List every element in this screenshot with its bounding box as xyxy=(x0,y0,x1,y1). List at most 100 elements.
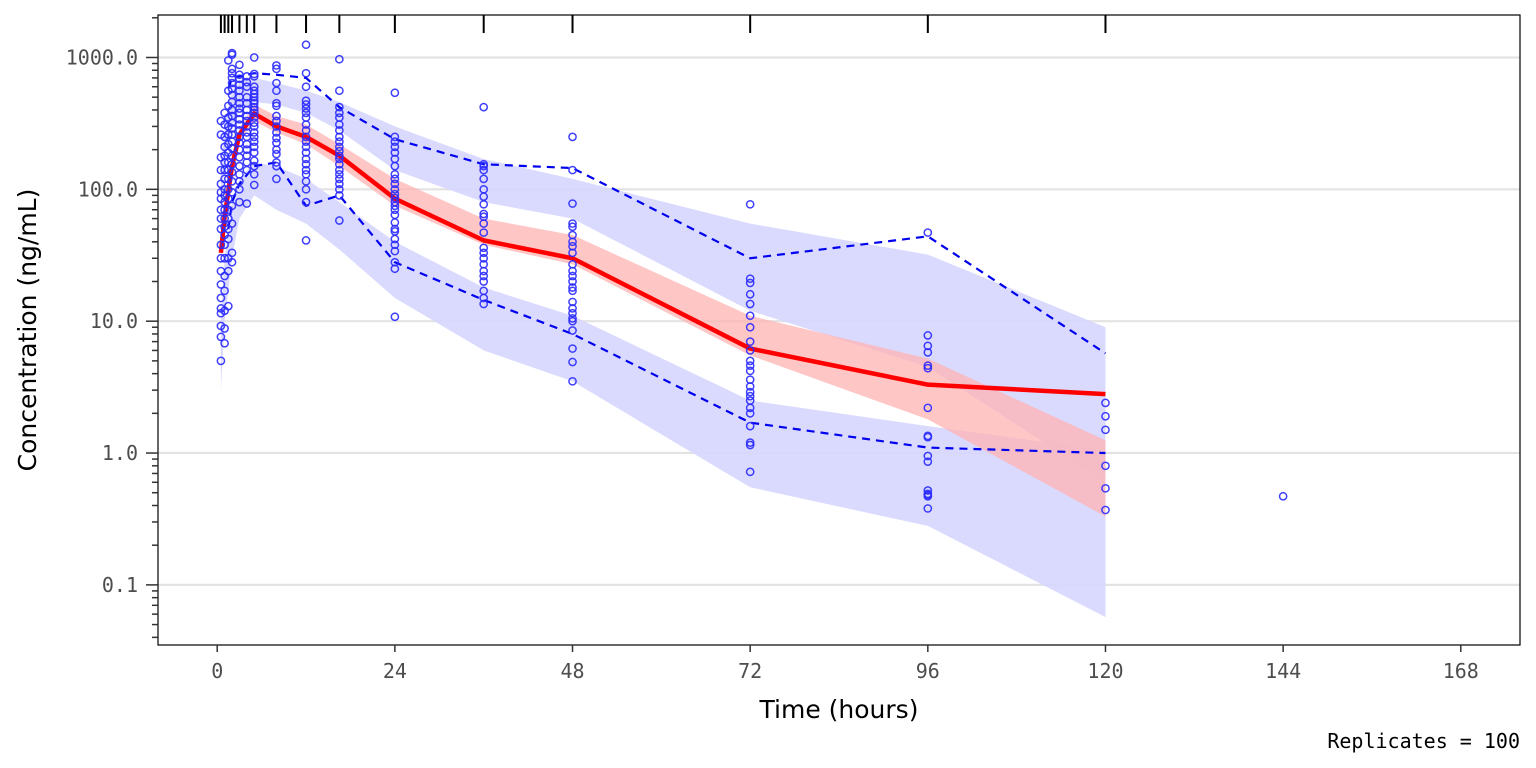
observation-point xyxy=(335,191,344,200)
observation-point xyxy=(479,174,489,184)
y-tick-label: 10.0 xyxy=(90,309,138,333)
observation-point xyxy=(216,280,226,289)
observation-point xyxy=(301,82,311,92)
observation-point xyxy=(1101,505,1110,515)
observation-point xyxy=(272,158,281,167)
observation-point xyxy=(335,184,344,194)
observation-point xyxy=(301,113,311,122)
observation-point xyxy=(235,132,244,142)
observation-point xyxy=(272,98,281,108)
observation-point xyxy=(249,169,259,179)
x-axis-title: Time (hours) xyxy=(759,695,919,724)
observation-points xyxy=(216,40,1288,515)
observation-point xyxy=(923,504,933,513)
observation-point xyxy=(249,96,259,106)
x-tick-label: 96 xyxy=(916,659,940,683)
observation-point xyxy=(335,137,344,146)
observation-point xyxy=(249,53,259,62)
observation-point xyxy=(568,237,577,247)
x-tick-label: 168 xyxy=(1443,659,1479,683)
observation-point xyxy=(223,101,233,111)
observation-point xyxy=(568,219,577,228)
observation-point xyxy=(1101,483,1110,493)
observation-point xyxy=(1101,411,1110,421)
observation-point xyxy=(335,159,344,169)
observation-point xyxy=(216,240,226,250)
observation-point xyxy=(745,322,755,332)
observation-point xyxy=(390,174,400,184)
observation-point xyxy=(272,161,281,171)
observation-point xyxy=(220,205,229,215)
y-tick-label: 1000.0 xyxy=(66,45,138,69)
observation-point xyxy=(923,432,933,442)
y-tick-label: 1.0 xyxy=(102,441,138,465)
p5-line xyxy=(227,161,1106,455)
observation-point xyxy=(335,132,344,142)
observation-point xyxy=(479,271,489,281)
observation-point xyxy=(390,179,400,189)
observation-point xyxy=(390,169,400,179)
observation-point xyxy=(335,174,344,184)
observation-point xyxy=(220,165,229,175)
observation-point xyxy=(923,451,933,461)
median-ci-band xyxy=(220,104,1106,517)
observation-point xyxy=(220,286,229,296)
observation-point xyxy=(335,102,344,112)
observation-point xyxy=(301,142,311,152)
observation-point xyxy=(335,151,344,161)
observation-point xyxy=(390,240,400,250)
observation-point xyxy=(242,165,252,175)
observation-point xyxy=(745,403,755,413)
observation-point xyxy=(216,332,226,342)
observation-point xyxy=(479,199,489,209)
observation-point xyxy=(335,142,344,152)
observation-point xyxy=(479,209,489,219)
observation-point xyxy=(568,199,577,208)
observation-point xyxy=(390,142,400,152)
x-tick-label: 0 xyxy=(211,659,223,683)
observation-point xyxy=(390,210,400,220)
observation-point xyxy=(272,101,281,111)
x-tick-label: 72 xyxy=(738,659,762,683)
observation-point xyxy=(923,403,933,413)
observation-point xyxy=(390,88,400,98)
observation-point xyxy=(235,184,244,194)
observation-point xyxy=(923,228,933,237)
observation-point xyxy=(745,337,755,346)
observation-point xyxy=(390,161,400,171)
observation-point xyxy=(745,199,755,209)
observation-point xyxy=(479,228,489,237)
observation-point xyxy=(272,128,281,137)
observation-point xyxy=(923,361,933,371)
observation-point xyxy=(745,421,755,431)
observation-point xyxy=(249,108,259,118)
observation-point xyxy=(220,214,229,223)
observation-point xyxy=(301,68,311,78)
observation-point xyxy=(568,283,577,292)
observation-point xyxy=(249,161,259,171)
observation-point xyxy=(335,169,344,179)
observation-point xyxy=(301,197,311,207)
x-tick-label: 48 xyxy=(560,659,584,683)
replicates-caption: Replicates = 100 xyxy=(1327,729,1520,753)
observation-point xyxy=(745,440,755,450)
observation-point xyxy=(223,56,233,65)
observation-point xyxy=(301,184,311,194)
observation-point xyxy=(568,344,577,353)
observation-point xyxy=(923,457,933,467)
observation-point xyxy=(216,224,226,234)
observation-point xyxy=(390,246,400,256)
observation-point xyxy=(227,64,237,74)
observation-point xyxy=(249,148,259,157)
observation-point xyxy=(220,108,229,118)
observation-point xyxy=(272,61,281,70)
observation-point xyxy=(235,60,244,70)
observation-point xyxy=(335,120,344,129)
observation-point xyxy=(301,108,311,118)
observation-point xyxy=(216,205,226,215)
observation-point xyxy=(1101,425,1110,435)
observation-point xyxy=(390,201,400,211)
observation-point xyxy=(745,467,755,477)
observation-point xyxy=(223,184,233,194)
observation-point xyxy=(227,73,237,83)
